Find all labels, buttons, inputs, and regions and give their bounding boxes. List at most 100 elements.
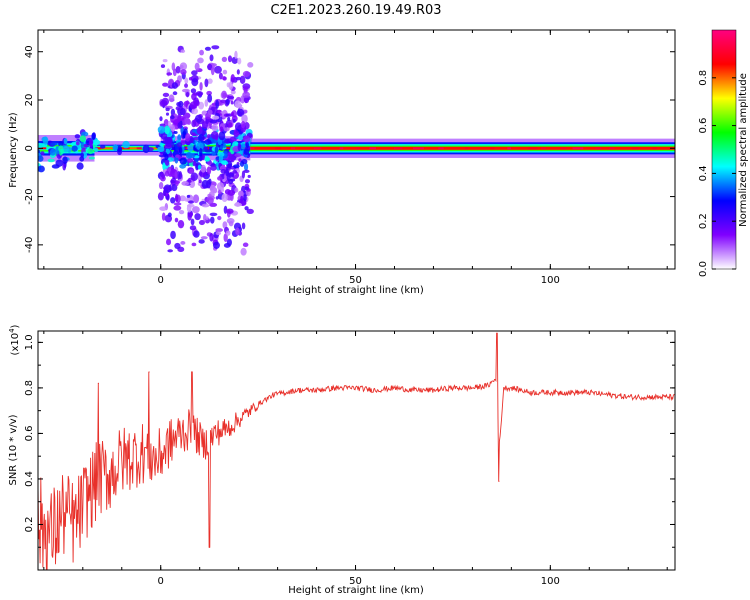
scatter-blob <box>238 158 242 162</box>
scatter-blob <box>244 186 249 191</box>
scatter-blob <box>165 107 170 112</box>
scatter-blob <box>199 81 203 91</box>
scatter-blob <box>162 58 168 63</box>
scatter-blob <box>207 160 212 166</box>
scatter-blob <box>180 241 186 245</box>
snr-spike-point <box>496 332 498 334</box>
scatter-blob <box>243 148 250 155</box>
scatter-blob <box>166 72 173 76</box>
scatter-blob <box>244 206 249 211</box>
scatter-blob <box>229 178 236 182</box>
scatter-blob <box>185 133 191 142</box>
scatter-blob <box>79 135 86 143</box>
scatter-blob <box>164 153 169 161</box>
scatter-blob <box>225 230 231 236</box>
band-core <box>136 147 144 150</box>
scatter-blob <box>164 159 170 166</box>
scatter-blob <box>211 124 219 132</box>
scatter-blob <box>234 202 242 207</box>
scatter-blob <box>100 144 106 149</box>
snr-spike-point <box>97 382 99 384</box>
scatter-blob <box>167 120 171 127</box>
scatter-blob <box>195 163 199 171</box>
y-tick-label: 0.4 <box>24 471 35 487</box>
scatter-blob <box>217 215 222 221</box>
scatter-blob <box>74 134 81 139</box>
scatter-blob <box>199 147 203 157</box>
snr-yscale-text: (x10 <box>10 333 21 356</box>
scatter-blob <box>192 206 200 214</box>
scatter-blob <box>175 193 179 203</box>
scatter-blob <box>87 148 94 155</box>
scatter-blob <box>168 94 175 103</box>
scatter-blob <box>179 157 187 165</box>
scatter-blob <box>188 168 194 174</box>
scatter-blob <box>223 233 228 243</box>
scatter-blob <box>226 238 232 247</box>
scatter-blob <box>187 153 196 159</box>
scatter-blob <box>71 145 78 152</box>
scatter-blob <box>173 202 182 206</box>
scatter-blob <box>235 76 242 81</box>
colorbar: 0.0 0.2 0.4 0.6 0.8 Normalized spectral ampl… <box>698 29 749 277</box>
scatter-blob <box>243 162 249 171</box>
snr-yscale-exp: 4 <box>8 328 16 333</box>
y-tick-label: -20 <box>24 188 35 204</box>
scatter-blob <box>94 147 99 153</box>
snr-spike-point <box>208 546 211 548</box>
band-core <box>465 147 469 150</box>
scatter-blob <box>171 184 178 192</box>
scatter-blob <box>191 70 198 76</box>
scatter-blob <box>177 122 183 129</box>
scatter-blob <box>171 62 176 71</box>
scatter-blob <box>207 94 213 103</box>
scatter-blob <box>195 91 204 97</box>
scatter-blob <box>209 212 218 217</box>
scatter-blob <box>179 62 188 71</box>
scatter-blob <box>203 213 207 222</box>
scatter-blob <box>170 197 176 204</box>
scatter-blob <box>186 204 192 213</box>
scatter-blob <box>162 162 166 171</box>
scatter-blob <box>206 179 211 189</box>
heatmap-axes: 0 50 100 -40 -20 0 20 40 <box>24 30 675 286</box>
scatter-blob <box>228 81 234 91</box>
scatter-blob <box>158 181 164 190</box>
scatter-blob <box>226 208 234 214</box>
scatter-blob <box>166 238 172 246</box>
scatter-blob <box>204 46 212 51</box>
scatter-blob <box>165 143 172 148</box>
snr-ylabel: SNR (10 * v/v) <box>8 414 19 485</box>
scatter-blob <box>228 122 233 128</box>
scatter-blob <box>232 169 238 174</box>
scatter-blob <box>122 140 130 149</box>
scatter-blob <box>190 88 197 94</box>
scatter-blob <box>198 239 205 244</box>
snr-plot-area <box>37 332 675 571</box>
scatter-blob <box>227 189 236 196</box>
scatter-blob <box>228 220 234 227</box>
scatter-blob <box>88 156 95 160</box>
scatter-blob <box>243 135 251 143</box>
scatter-blob <box>193 230 200 238</box>
y-tick-label: 0 <box>24 145 35 151</box>
scatter-blob <box>63 137 68 145</box>
band-core <box>413 147 424 150</box>
band-core <box>356 147 360 150</box>
scatter-blob <box>171 82 179 89</box>
scatter-blob <box>215 228 223 233</box>
band-core <box>560 147 567 150</box>
scatter-blob <box>190 172 198 181</box>
band-core <box>275 147 282 150</box>
scatter-blob <box>215 231 221 236</box>
scatter-blob <box>38 155 44 162</box>
scatter-blob <box>42 136 49 145</box>
scatter-blob <box>177 134 182 142</box>
scatter-blob <box>192 160 197 167</box>
scatter-blob <box>88 138 94 148</box>
scatter-blob <box>222 76 227 81</box>
scatter-blob <box>199 49 204 56</box>
scatter-blob <box>75 141 80 146</box>
scatter-blob <box>190 218 195 226</box>
scatter-blob <box>204 157 211 162</box>
